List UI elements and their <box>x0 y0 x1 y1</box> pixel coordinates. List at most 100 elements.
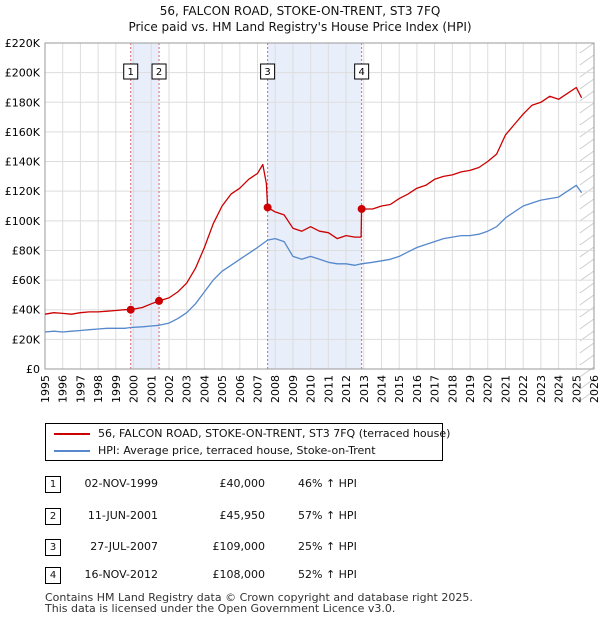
x-tick-label: 2023 <box>535 375 548 403</box>
forecast-hatch <box>579 162 595 174</box>
shaded-period <box>267 43 362 369</box>
y-tick-label: £140K <box>5 156 41 169</box>
legend-swatch-property <box>54 433 90 435</box>
x-tick-label: 2021 <box>499 375 512 403</box>
x-tick-label: 2015 <box>393 375 406 403</box>
forecast-hatch <box>579 234 595 246</box>
transaction-price: £109,000 <box>212 540 266 553</box>
y-tick-label: £160K <box>5 126 41 139</box>
transaction-row: 2 11-JUN-2001 £45,950 57% ↑ HPI <box>0 507 600 527</box>
transaction-price: £45,950 <box>219 509 266 522</box>
forecast-hatch <box>579 78 595 90</box>
y-tick-label: £120K <box>5 185 41 198</box>
x-tick-label: 2005 <box>216 375 229 403</box>
footer-licence: This data is licensed under the Open Gov… <box>45 602 396 615</box>
x-tick-label: 2004 <box>198 375 211 403</box>
x-tick-label: 2017 <box>429 375 442 403</box>
x-tick-label: 2013 <box>358 375 371 403</box>
y-tick-label: £0 <box>26 363 40 376</box>
transaction-number: 1 <box>45 476 61 493</box>
x-tick-label: 2012 <box>340 375 353 403</box>
legend-swatch-hpi <box>54 450 90 452</box>
marker-box <box>151 63 167 80</box>
x-tick-label: 1995 <box>39 375 52 403</box>
chart-title-line2: Price paid vs. HM Land Registry's House … <box>128 20 472 34</box>
plot-frame <box>44 42 595 370</box>
shaded-period <box>130 43 160 369</box>
x-tick-label: 1999 <box>110 375 123 403</box>
forecast-hatch <box>579 66 595 78</box>
forecast-hatch <box>579 258 595 270</box>
x-tick-label: 2009 <box>287 375 300 403</box>
transaction-price: £108,000 <box>212 568 266 581</box>
forecast-hatch <box>579 270 595 282</box>
x-tick-label: 1996 <box>57 375 70 403</box>
transaction-date: 27-JUL-2007 <box>90 540 158 553</box>
marker-label: 3 <box>264 67 270 78</box>
series-line-hpi <box>44 184 583 333</box>
forecast-hatch <box>579 42 595 54</box>
x-tick-label: 2008 <box>269 375 282 403</box>
transaction-price: £40,000 <box>219 477 266 490</box>
x-tick-label: 2002 <box>163 375 176 403</box>
x-tick-label: 2016 <box>411 375 424 403</box>
transaction-number: 4 <box>45 567 61 584</box>
forecast-hatch <box>579 294 595 306</box>
y-tick-label: £200K <box>5 67 41 80</box>
forecast-hatch <box>579 222 595 234</box>
forecast-hatch <box>579 342 595 354</box>
x-tick-label: 2024 <box>553 375 566 403</box>
transaction-row: 1 02-NOV-1999 £40,000 46% ↑ HPI <box>0 475 600 495</box>
x-tick-label: 2003 <box>181 375 194 403</box>
x-tick-label: 2014 <box>375 375 388 403</box>
sale-point <box>263 203 272 212</box>
forecast-hatch <box>579 390 595 402</box>
transaction-row: 4 16-NOV-2012 £108,000 52% ↑ HPI <box>0 566 600 586</box>
marker-box <box>260 63 276 80</box>
x-tick-label: 2010 <box>305 375 318 403</box>
forecast-hatch <box>579 210 595 222</box>
x-tick-label: 2020 <box>482 375 495 403</box>
transaction-hpi-change: 25% ↑ HPI <box>298 540 357 553</box>
price-chart: 1 2 3 4 £0 £20K £40K £60K £80K £100K £120K £140K £16… <box>5 37 600 403</box>
forecast-hatch <box>579 246 595 258</box>
y-tick-label: £40K <box>12 304 41 317</box>
marker-label: 2 <box>156 67 162 78</box>
forecast-hatch <box>579 186 595 198</box>
x-tick-label: 2000 <box>128 375 141 403</box>
sale-point <box>357 204 366 213</box>
transaction-date: 02-NOV-1999 <box>84 477 158 490</box>
x-tick-label: 2025 <box>570 375 583 403</box>
marker-box <box>354 63 370 80</box>
y-tick-label: £20K <box>12 333 41 346</box>
marker-label: 4 <box>358 67 364 78</box>
series-line-property <box>44 86 583 315</box>
y-tick-label: £220K <box>5 37 41 50</box>
transaction-hpi-change: 52% ↑ HPI <box>298 568 357 581</box>
forecast-hatch <box>579 354 595 366</box>
forecast-hatch <box>579 102 595 114</box>
x-tick-label: 1998 <box>92 375 105 403</box>
x-tick-label: 2006 <box>234 375 247 403</box>
x-tick-label: 2007 <box>252 375 265 403</box>
x-tick-label: 2019 <box>464 375 477 403</box>
transaction-hpi-change: 46% ↑ HPI <box>298 477 357 490</box>
forecast-hatch <box>579 90 595 102</box>
sale-point <box>126 305 135 314</box>
forecast-hatch <box>579 54 595 66</box>
y-tick-label: £60K <box>12 274 41 287</box>
forecast-hatch <box>579 114 595 126</box>
transaction-date: 11-JUN-2001 <box>87 509 158 522</box>
forecast-hatch <box>579 174 595 186</box>
x-tick-label: 2026 <box>588 375 600 403</box>
legend-label-hpi: HPI: Average price, terraced house, Stok… <box>98 444 376 457</box>
forecast-hatch <box>579 378 595 390</box>
x-tick-label: 2011 <box>322 375 335 403</box>
transaction-row: 3 27-JUL-2007 £109,000 25% ↑ HPI <box>0 538 600 558</box>
chart-title-line1: 56, FALCON ROAD, STOKE-ON-TRENT, ST3 7FQ <box>159 4 441 18</box>
footer-copyright: Contains HM Land Registry data © Crown c… <box>45 591 473 604</box>
transaction-date: 16-NOV-2012 <box>84 568 158 581</box>
legend-label-property: 56, FALCON ROAD, STOKE-ON-TRENT, ST3 7FQ… <box>98 427 451 440</box>
x-tick-label: 1997 <box>74 375 87 403</box>
y-tick-label: £100K <box>5 215 41 228</box>
